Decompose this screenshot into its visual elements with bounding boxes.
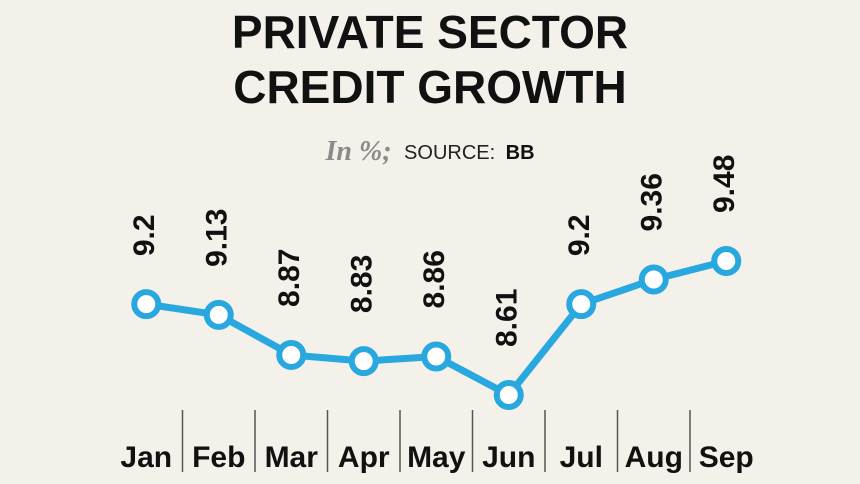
point <box>203 299 234 330</box>
point <box>711 246 742 276</box>
x-tick-label: Jan <box>120 441 172 474</box>
x-tick-label: Apr <box>338 441 390 474</box>
x-tick-label: Sep <box>699 441 754 474</box>
source-label: SOURCE: <box>404 142 495 164</box>
point <box>638 264 669 295</box>
point <box>131 289 162 320</box>
x-tick-label: May <box>407 441 466 474</box>
value-label: 9.36 <box>636 173 669 231</box>
x-tick-label: Feb <box>192 441 245 474</box>
value-label: 8.87 <box>273 249 306 307</box>
x-tick-label: Mar <box>265 441 319 474</box>
value-label: 8.83 <box>346 255 379 313</box>
value-label: 9.48 <box>708 155 741 213</box>
x-tick-label: Jun <box>482 441 535 474</box>
x-tick-label: Aug <box>625 441 683 474</box>
source: BB <box>506 142 535 164</box>
value-label: 8.86 <box>418 250 451 308</box>
value-label: 9.13 <box>201 209 234 267</box>
x-tick-label: Jul <box>560 441 603 474</box>
point <box>276 339 307 370</box>
point <box>421 341 452 372</box>
subtitle: In %; SOURCE: BB <box>324 136 534 167</box>
value-label: 9.2 <box>563 214 596 256</box>
point <box>493 380 524 410</box>
value-label: 9.2 <box>128 214 161 256</box>
point <box>348 346 379 377</box>
value-label: 8.61 <box>491 289 524 347</box>
plot-area: Jan Feb Mar Apr May Jun Jul Aug Sep 9.2 9.13 8.87 8.… <box>120 155 753 474</box>
point <box>566 289 597 320</box>
chart-title-line: CREDIT GROWTH <box>233 61 627 113</box>
unit-note: In %; <box>324 136 391 167</box>
chart-title-line: PRIVATE SECTOR <box>232 6 628 58</box>
